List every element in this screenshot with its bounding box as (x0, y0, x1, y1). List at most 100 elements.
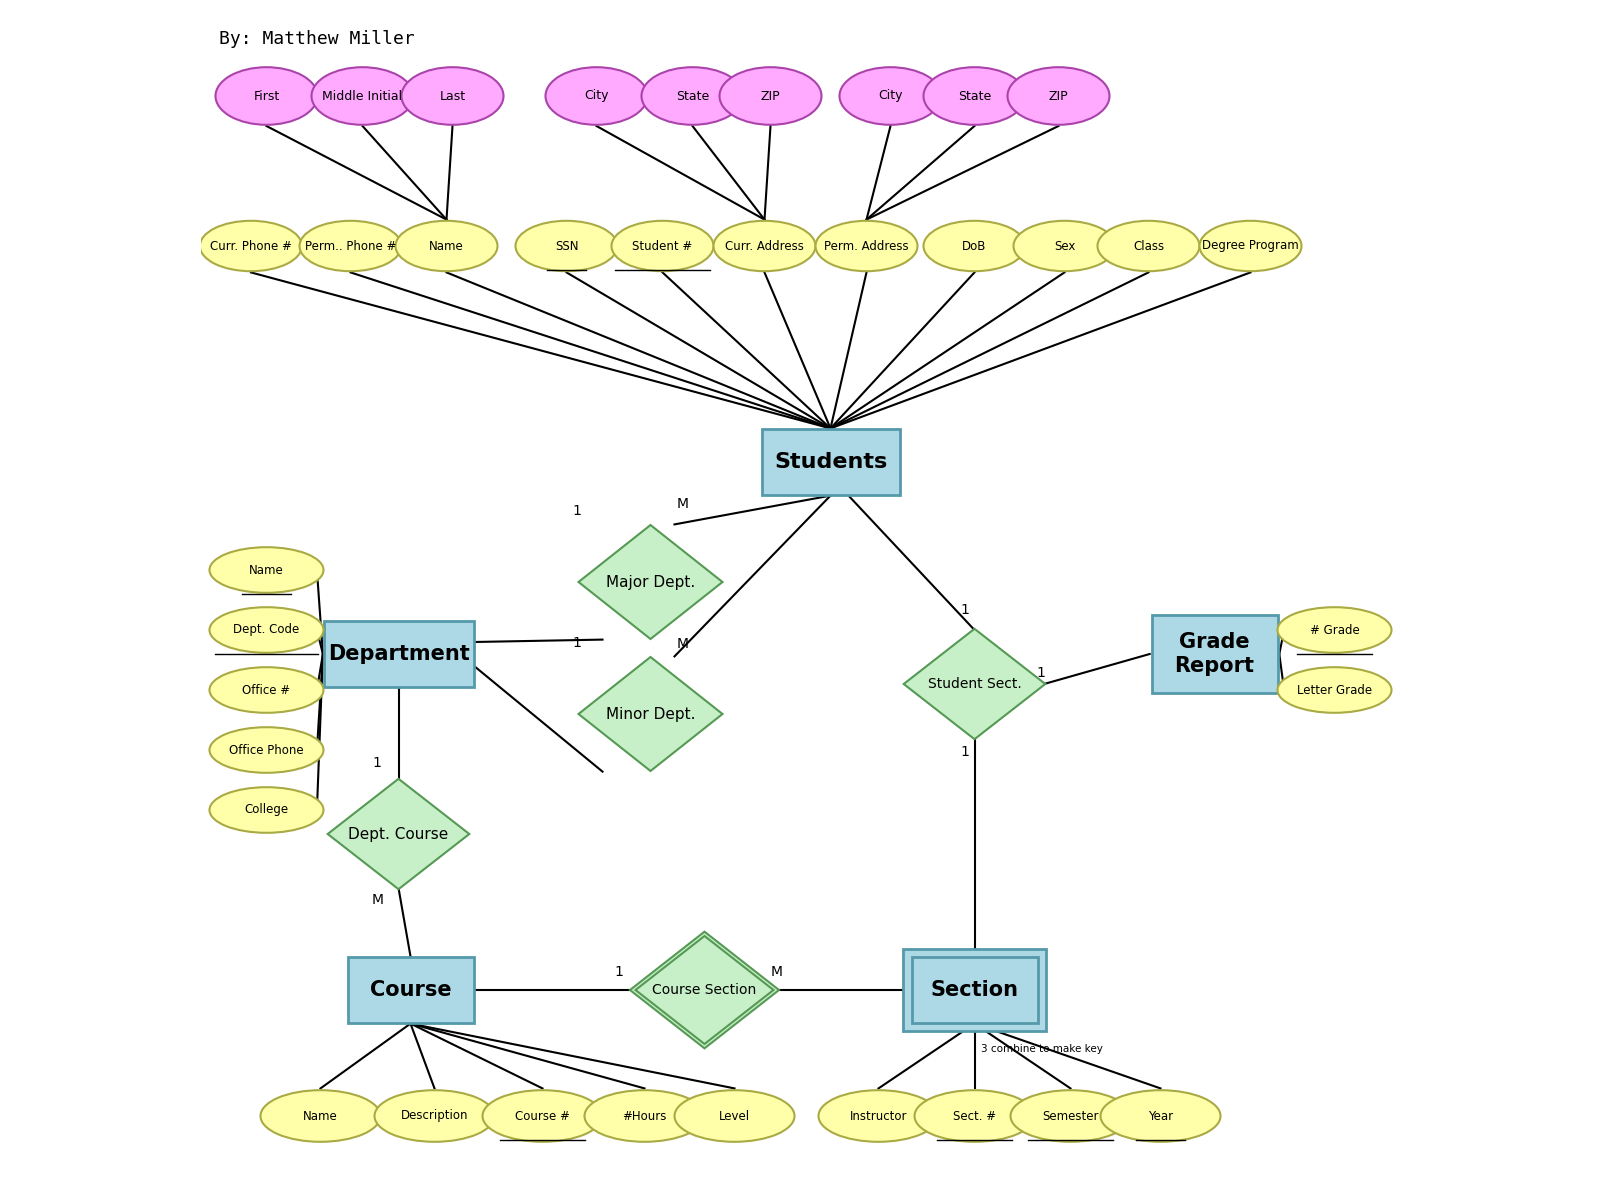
Text: Course: Course (370, 980, 451, 1000)
Text: Office Phone: Office Phone (229, 744, 304, 756)
Ellipse shape (216, 67, 317, 125)
Polygon shape (328, 779, 469, 889)
Text: Name: Name (250, 564, 283, 576)
Text: Description: Description (400, 1110, 467, 1122)
FancyBboxPatch shape (911, 958, 1037, 1022)
Text: First: First (253, 90, 280, 102)
Text: 1: 1 (1037, 666, 1045, 679)
Text: City: City (879, 90, 903, 102)
FancyBboxPatch shape (1151, 614, 1278, 692)
Text: 1: 1 (615, 965, 623, 979)
Text: Students: Students (773, 452, 887, 472)
Text: Degree Program: Degree Program (1202, 240, 1298, 252)
Ellipse shape (924, 67, 1026, 125)
Text: Major Dept.: Major Dept. (605, 575, 695, 589)
Text: Curr. Address: Curr. Address (725, 240, 804, 252)
Polygon shape (629, 931, 780, 1049)
Text: City: City (584, 90, 608, 102)
Text: # Grade: # Grade (1310, 624, 1359, 636)
Text: #Hours: #Hours (623, 1110, 666, 1122)
Ellipse shape (482, 1090, 602, 1142)
Ellipse shape (200, 221, 303, 271)
Ellipse shape (210, 547, 323, 593)
Text: Student #: Student # (632, 240, 693, 252)
Text: Minor Dept.: Minor Dept. (605, 707, 695, 721)
Text: Name: Name (429, 240, 464, 252)
Text: Course #: Course # (516, 1110, 570, 1122)
Ellipse shape (719, 67, 821, 125)
Text: SSN: SSN (556, 240, 578, 252)
Text: Student Sect.: Student Sect. (927, 677, 1021, 691)
Ellipse shape (210, 607, 323, 653)
Text: Dept. Course: Dept. Course (349, 827, 448, 841)
Ellipse shape (1278, 607, 1391, 653)
Ellipse shape (210, 787, 323, 833)
FancyBboxPatch shape (347, 958, 474, 1022)
Ellipse shape (1013, 221, 1116, 271)
Ellipse shape (1098, 221, 1199, 271)
Ellipse shape (714, 221, 815, 271)
Ellipse shape (261, 1090, 381, 1142)
Ellipse shape (839, 67, 941, 125)
Ellipse shape (914, 1090, 1034, 1142)
Text: 1: 1 (371, 756, 381, 770)
Text: 3 combine to make key: 3 combine to make key (980, 1044, 1103, 1055)
Text: Class: Class (1134, 240, 1164, 252)
Polygon shape (903, 629, 1045, 739)
Ellipse shape (924, 221, 1026, 271)
Text: M: M (677, 637, 688, 650)
Ellipse shape (402, 67, 503, 125)
Ellipse shape (546, 67, 647, 125)
Ellipse shape (642, 67, 743, 125)
Text: M: M (770, 965, 783, 979)
Ellipse shape (674, 1090, 794, 1142)
Text: Perm.. Phone #: Perm.. Phone # (304, 240, 395, 252)
Ellipse shape (210, 727, 323, 773)
Ellipse shape (395, 221, 498, 271)
Text: By: Matthew Miller: By: Matthew Miller (218, 30, 415, 48)
Text: Office #: Office # (242, 684, 290, 696)
FancyBboxPatch shape (323, 622, 474, 686)
Text: Semester: Semester (1042, 1110, 1098, 1122)
Ellipse shape (1010, 1090, 1130, 1142)
Ellipse shape (312, 67, 413, 125)
Ellipse shape (612, 221, 714, 271)
Text: 1: 1 (573, 636, 581, 649)
Ellipse shape (815, 221, 917, 271)
Text: M: M (677, 497, 688, 511)
Text: M: M (371, 893, 384, 907)
Text: State: State (676, 90, 709, 102)
Text: Curr. Phone #: Curr. Phone # (210, 240, 291, 252)
FancyBboxPatch shape (762, 428, 900, 494)
Polygon shape (578, 526, 722, 638)
Text: Department: Department (328, 644, 469, 664)
Text: College: College (245, 804, 288, 816)
Text: Course Section: Course Section (652, 983, 757, 997)
Text: ZIP: ZIP (760, 90, 780, 102)
Ellipse shape (299, 221, 402, 271)
Text: Sect. #: Sect. # (953, 1110, 996, 1122)
Ellipse shape (1100, 1090, 1220, 1142)
Text: Year: Year (1148, 1110, 1174, 1122)
Text: 1: 1 (961, 745, 969, 758)
Ellipse shape (1278, 667, 1391, 713)
Text: DoB: DoB (962, 240, 986, 252)
Text: Perm. Address: Perm. Address (825, 240, 909, 252)
Text: State: State (957, 90, 991, 102)
Text: Sex: Sex (1053, 240, 1076, 252)
Text: 1: 1 (573, 504, 581, 517)
Text: Dept. Code: Dept. Code (234, 624, 299, 636)
Ellipse shape (584, 1090, 704, 1142)
Text: Grade
Report: Grade Report (1175, 632, 1255, 676)
Ellipse shape (516, 221, 618, 271)
Ellipse shape (1007, 67, 1109, 125)
Text: ZIP: ZIP (1049, 90, 1068, 102)
Polygon shape (636, 936, 773, 1044)
Text: 1: 1 (961, 604, 969, 617)
Text: Letter Grade: Letter Grade (1297, 684, 1372, 696)
Ellipse shape (375, 1090, 495, 1142)
Text: Last: Last (439, 90, 466, 102)
Text: Instructor: Instructor (850, 1110, 908, 1122)
Text: Section: Section (930, 980, 1018, 1000)
Text: Level: Level (719, 1110, 749, 1122)
